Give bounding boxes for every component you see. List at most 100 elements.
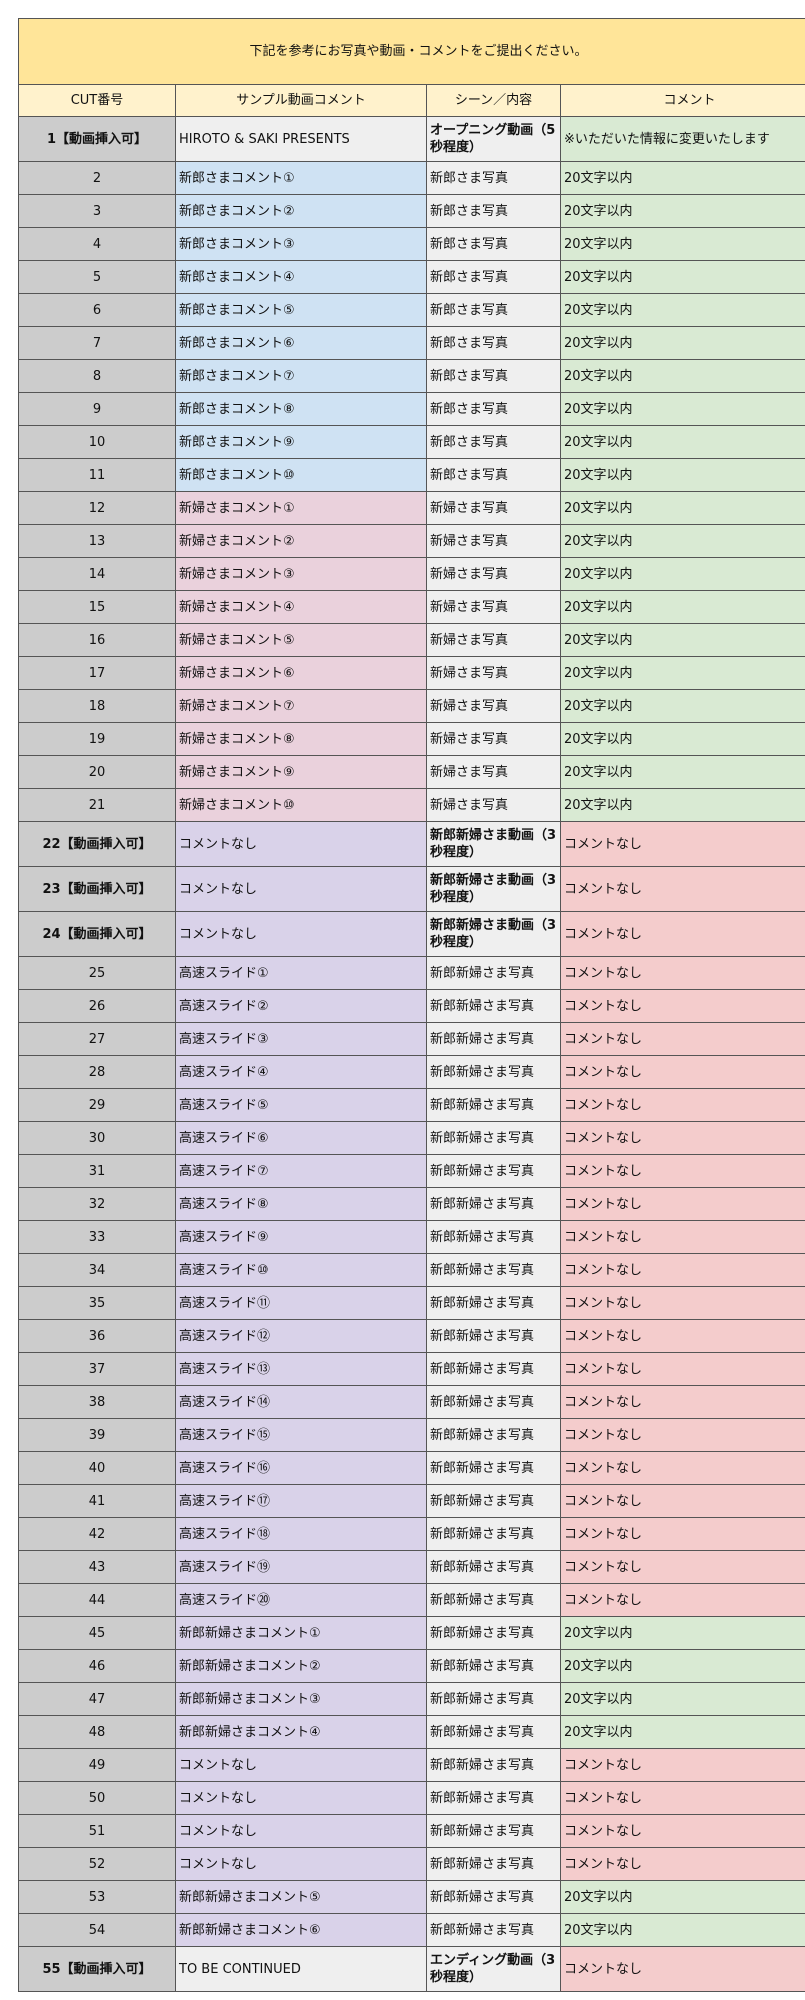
scene-cell: 新郎さま写真	[426, 425, 561, 459]
sample-cell: コメントなし	[175, 911, 427, 957]
scene-cell: 新郎新婦さま写真	[426, 1286, 561, 1320]
scene-cell: 新婦さま写真	[426, 557, 561, 591]
table-row: 37 高速スライド⑬ 新郎新婦さま写真 コメントなし	[18, 1352, 805, 1386]
sample-cell: 新婦さまコメント⑧	[175, 722, 427, 756]
sample-cell: 新郎さまコメント⑩	[175, 458, 427, 492]
cut-cell: 50	[18, 1781, 176, 1815]
sample-cell: 新郎さまコメント⑧	[175, 392, 427, 426]
cut-cell: 34	[18, 1253, 176, 1287]
comment-cell: 20文字以内	[559, 590, 805, 624]
sample-cell: 新郎さまコメント⑤	[175, 293, 427, 327]
table-row: 45 新郎新婦さまコメント① 新郎新婦さま写真 20文字以内	[18, 1616, 805, 1650]
cut-cell: 5	[18, 260, 176, 294]
sample-cell: 高速スライド⑪	[175, 1286, 427, 1320]
cut-cell: 47	[18, 1682, 176, 1716]
scene-cell: 新郎新婦さま写真	[426, 1418, 561, 1452]
comment-cell: 20文字以内	[559, 557, 805, 591]
comment-cell: 20文字以内	[559, 326, 805, 360]
table-row: 23【動画挿入可】 コメントなし 新郎新婦さま動画（3秒程度） コメントなし	[18, 866, 805, 912]
cut-cell: 27	[18, 1022, 176, 1056]
scene-cell: 新郎新婦さま写真	[426, 1220, 561, 1254]
sample-cell: コメントなし	[175, 1781, 427, 1815]
cut-cell: 18	[18, 689, 176, 723]
header-comment: コメント	[559, 84, 805, 117]
sample-cell: 高速スライド⑲	[175, 1550, 427, 1584]
sample-cell: 新婦さまコメント⑨	[175, 755, 427, 789]
cut-cell: 39	[18, 1418, 176, 1452]
table-row: 35 高速スライド⑪ 新郎新婦さま写真 コメントなし	[18, 1286, 805, 1320]
table-row: 20 新婦さまコメント⑨ 新婦さま写真 20文字以内	[18, 755, 805, 789]
table-row: 16 新婦さまコメント⑤ 新婦さま写真 20文字以内	[18, 623, 805, 657]
table-row: 42 高速スライド⑱ 新郎新婦さま写真 コメントなし	[18, 1517, 805, 1551]
cut-cell: 3	[18, 194, 176, 228]
scene-cell: 新郎新婦さま写真	[426, 1880, 561, 1914]
scene-cell: 新婦さま写真	[426, 524, 561, 558]
sample-cell: 高速スライド①	[175, 956, 427, 990]
sample-cell: 新郎新婦さまコメント①	[175, 1616, 427, 1650]
cut-cell: 29	[18, 1088, 176, 1122]
table-row: 46 新郎新婦さまコメント② 新郎新婦さま写真 20文字以内	[18, 1649, 805, 1683]
scene-cell: 新婦さま写真	[426, 656, 561, 690]
scene-cell: 新婦さま写真	[426, 755, 561, 789]
title-row: 下記を参考にお写真や動画・コメントをご提出ください。	[17, 18, 805, 85]
table-row: 6 新郎さまコメント⑤ 新郎さま写真 20文字以内	[18, 293, 805, 327]
table-row: 2 新郎さまコメント① 新郎さま写真 20文字以内	[18, 161, 805, 195]
comment-cell: 20文字以内	[559, 227, 805, 261]
sample-cell: 新郎さまコメント②	[175, 194, 427, 228]
sample-cell: 高速スライド⑥	[175, 1121, 427, 1155]
cut-cell: 2	[18, 161, 176, 195]
comment-cell: コメントなし	[559, 1781, 805, 1815]
scene-cell: 新郎新婦さま写真	[426, 1088, 561, 1122]
cut-cell: 35	[18, 1286, 176, 1320]
table-row: 10 新郎さまコメント⑨ 新郎さま写真 20文字以内	[18, 425, 805, 459]
sample-cell: 新郎さまコメント⑨	[175, 425, 427, 459]
comment-cell: 20文字以内	[559, 161, 805, 195]
comment-cell: コメントなし	[559, 1088, 805, 1122]
scene-cell: 新郎さま写真	[426, 227, 561, 261]
scene-cell: 新郎新婦さま写真	[426, 1484, 561, 1518]
table-row: 21 新婦さまコメント⑩ 新婦さま写真 20文字以内	[18, 788, 805, 822]
cut-cell: 55【動画挿入可】	[18, 1946, 176, 1992]
cut-cell: 4	[18, 227, 176, 261]
sample-cell: 新郎さまコメント⑦	[175, 359, 427, 393]
cut-cell: 48	[18, 1715, 176, 1749]
scene-cell: 新郎さま写真	[426, 293, 561, 327]
comment-cell: コメントなし	[559, 821, 805, 867]
cut-cell: 17	[18, 656, 176, 690]
header-row: CUT番号 サンプル動画コメント シーン／内容 コメント	[18, 84, 805, 117]
comment-cell: 20文字以内	[559, 689, 805, 723]
comment-cell: コメントなし	[559, 1319, 805, 1353]
cut-cell: 16	[18, 623, 176, 657]
scene-cell: 新婦さま写真	[426, 491, 561, 525]
comment-cell: 20文字以内	[559, 194, 805, 228]
sample-cell: 新郎新婦さまコメント②	[175, 1649, 427, 1683]
cut-cell: 52	[18, 1847, 176, 1881]
scene-cell: 新郎新婦さま写真	[426, 1352, 561, 1386]
cut-cell: 44	[18, 1583, 176, 1617]
comment-cell: コメントなし	[559, 956, 805, 990]
table-row: 33 高速スライド⑨ 新郎新婦さま写真 コメントなし	[18, 1220, 805, 1254]
cut-cell: 51	[18, 1814, 176, 1848]
sample-cell: コメントなし	[175, 1847, 427, 1881]
comment-cell: コメントなし	[559, 866, 805, 912]
table-row: 24【動画挿入可】 コメントなし 新郎新婦さま動画（3秒程度） コメントなし	[18, 911, 805, 957]
cut-cell: 54	[18, 1913, 176, 1947]
table-row: 25 高速スライド① 新郎新婦さま写真 コメントなし	[18, 956, 805, 990]
scene-cell: 新郎新婦さま写真	[426, 1154, 561, 1188]
cut-cell: 1【動画挿入可】	[18, 116, 176, 162]
table-row: 49 コメントなし 新郎新婦さま写真 コメントなし	[18, 1748, 805, 1782]
sample-cell: 新郎新婦さまコメント④	[175, 1715, 427, 1749]
scene-cell: 新郎さま写真	[426, 194, 561, 228]
cut-cell: 6	[18, 293, 176, 327]
scene-cell: 新郎新婦さま動画（3秒程度）	[426, 821, 561, 867]
scene-cell: 新郎新婦さま写真	[426, 1022, 561, 1056]
table-row: 47 新郎新婦さまコメント③ 新郎新婦さま写真 20文字以内	[18, 1682, 805, 1716]
sample-cell: 新郎新婦さまコメント③	[175, 1682, 427, 1716]
sample-cell: 新郎さまコメント①	[175, 161, 427, 195]
comment-cell: コメントなし	[559, 1055, 805, 1089]
scene-cell: 新郎新婦さま写真	[426, 1253, 561, 1287]
table-row: 1【動画挿入可】 HIROTO & SAKI PRESENTS オープニング動画（5…	[18, 116, 805, 162]
scene-cell: 新郎新婦さま写真	[426, 1451, 561, 1485]
cut-cell: 37	[18, 1352, 176, 1386]
scene-cell: 新郎新婦さま写真	[426, 1055, 561, 1089]
